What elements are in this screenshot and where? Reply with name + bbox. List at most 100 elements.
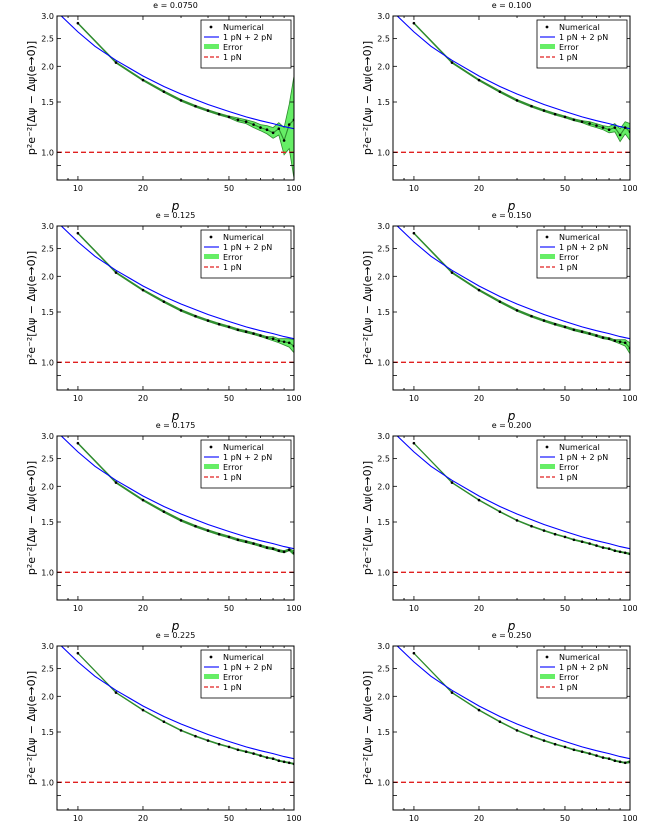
data-point (236, 748, 240, 752)
legend-label: 1 pN + 2 pN (223, 663, 272, 672)
data-point (498, 720, 502, 723)
y-axis-label: p²e⁻²[Δψ − Δψ(e→0)] (361, 461, 374, 575)
y-tick-label: 3.0 (377, 222, 390, 231)
legend-label: Error (223, 673, 243, 682)
y-tick-label: 2.0 (41, 692, 54, 701)
data-point (277, 339, 281, 343)
legend-label: Error (223, 253, 243, 262)
chart-title: e = 0.225 (156, 631, 196, 640)
data-point (141, 708, 145, 712)
legend-label: 1 pN + 2 pN (223, 243, 272, 252)
x-tick-label: 100 (622, 394, 637, 403)
data-point (477, 288, 481, 292)
y-tick-label: 1.0 (377, 778, 390, 787)
data-point (613, 759, 617, 762)
legend-marker-numerical (545, 655, 549, 659)
y-tick-label: 3.0 (377, 12, 390, 21)
plot-area (57, 646, 294, 783)
legend-label: 1 pN + 2 pN (223, 33, 272, 42)
data-point (613, 126, 617, 129)
data-point (580, 330, 584, 334)
data-point (572, 118, 576, 122)
legend-marker-error (540, 674, 555, 679)
legend-marker-error (204, 44, 219, 49)
data-point (271, 547, 275, 550)
x-tick-label: 100 (286, 184, 301, 193)
chart-title: e = 0.0750 (153, 1, 198, 10)
x-axis-label: p (171, 409, 180, 423)
x-tick-label: 50 (224, 394, 234, 403)
data-point (563, 115, 567, 119)
data-point (623, 761, 627, 765)
y-tick-label: 2.5 (41, 35, 54, 44)
legend-label: Error (223, 43, 243, 52)
y-tick-label: 2.5 (377, 665, 390, 674)
x-tick-label: 10 (409, 394, 419, 403)
x-tick-label: 20 (474, 394, 484, 403)
legend-label: 1 pN (223, 473, 242, 482)
data-point (179, 519, 183, 522)
data-point (179, 309, 183, 312)
data-point (588, 542, 591, 545)
legend-label: Error (559, 673, 579, 682)
legend-label: 1 pN (223, 263, 242, 272)
chart-panel-5: 10 20 50 100 1.0 1.5 2.0 2.5 3.0 e = 0.175 p p²e⁻²[… (25, 421, 302, 633)
data-point (477, 498, 481, 502)
y-tick-label: 1.0 (41, 778, 54, 787)
x-tick-label: 20 (138, 394, 148, 403)
y-tick-label: 1.0 (377, 568, 390, 577)
legend-label: 1 pN (559, 53, 578, 62)
data-point (271, 337, 275, 341)
legend-marker-error (204, 674, 219, 679)
y-tick-label: 3.0 (41, 642, 54, 651)
y-tick-label: 3.0 (41, 432, 54, 441)
plot-area (57, 436, 294, 573)
data-point (542, 739, 546, 742)
data-point (601, 546, 605, 549)
data-point (259, 754, 262, 757)
legend-label: Numerical (223, 653, 264, 662)
x-tick-label: 20 (138, 604, 148, 613)
y-tick-label: 2.0 (377, 272, 390, 281)
data-point (236, 328, 240, 332)
y-tick-label: 1.0 (377, 148, 390, 157)
error-band (77, 441, 294, 556)
data-point (530, 734, 533, 738)
error-band (77, 21, 294, 179)
x-tick-label: 100 (622, 814, 637, 823)
data-point (282, 760, 286, 764)
x-tick-label: 10 (409, 604, 419, 613)
data-point (498, 510, 502, 513)
data-point (76, 441, 80, 445)
data-point (450, 61, 454, 64)
y-axis-label: p²e⁻²[Δψ − Δψ(e→0)] (361, 41, 374, 155)
y-tick-label: 1.0 (41, 358, 54, 367)
x-tick-label: 50 (224, 814, 234, 823)
data-point (580, 750, 584, 753)
legend-label: Numerical (223, 23, 264, 32)
data-point (194, 104, 197, 108)
data-point (498, 90, 502, 93)
y-tick-label: 2.5 (41, 245, 54, 254)
legend-marker-error (540, 44, 555, 49)
data-point (162, 90, 166, 93)
data-point (553, 112, 557, 116)
data-point (287, 761, 291, 765)
series-line-1pn-2pn (396, 436, 630, 550)
data-point (588, 122, 591, 125)
legend-label: Error (223, 463, 243, 472)
plot-area (393, 436, 630, 573)
data-point (450, 271, 454, 274)
data-point (613, 339, 617, 343)
axes-frame (392, 435, 631, 601)
data-point (194, 524, 197, 528)
y-tick-label: 2.5 (377, 245, 390, 254)
data-point (607, 757, 611, 760)
legend-label: Numerical (559, 653, 600, 662)
data-point (162, 300, 166, 304)
x-tick-label: 10 (73, 814, 83, 823)
